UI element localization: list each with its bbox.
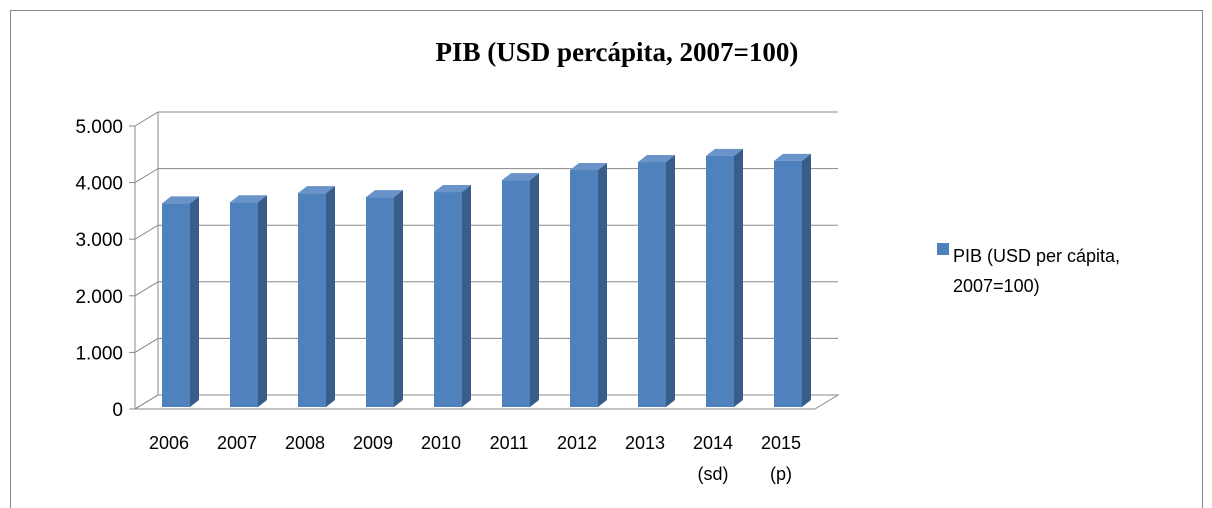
grid-line (134, 111, 838, 127)
bar-side (394, 190, 403, 407)
bar (774, 160, 802, 407)
bar-side (326, 186, 335, 407)
bar-side (530, 173, 539, 407)
grid-line (134, 168, 838, 184)
chart-border (10, 10, 1203, 508)
bar-side (598, 162, 607, 407)
x-tick-label: 2007 (216, 433, 258, 453)
bar (570, 169, 598, 407)
bar (366, 197, 394, 407)
x-tick-label: 2006 (148, 433, 190, 453)
bar (162, 203, 190, 407)
bar-top (434, 185, 471, 193)
y-tick-label: 3.000 (75, 230, 123, 251)
bar-side (258, 195, 267, 407)
bar-top (366, 190, 403, 198)
bar (638, 162, 666, 407)
x-tick-label: 2008 (284, 433, 326, 453)
y-tick-label: 2.000 (75, 287, 123, 308)
bar-top (638, 155, 675, 163)
x-tick-label: 2013 (624, 433, 666, 453)
bar-side (802, 153, 811, 407)
bar-top (230, 195, 267, 203)
bar (298, 193, 326, 407)
y-tick-label: 1.000 (75, 343, 123, 364)
bar (434, 192, 462, 407)
x-tick-label: 2011 (489, 433, 529, 453)
bar-side (734, 148, 743, 407)
x-tick-label: 2012 (556, 433, 598, 453)
bar-side (190, 196, 199, 407)
y-tick-label: 4.000 (75, 174, 123, 195)
grid-line (134, 394, 838, 410)
bar-top (502, 173, 539, 181)
bar-top (706, 148, 743, 156)
x-tick-label: 2009 (352, 433, 394, 453)
legend-label: PIB (USD per cápita, 2007=100) (953, 246, 1121, 296)
x-tick-label: 2010 (420, 433, 462, 453)
bar (502, 180, 530, 407)
grid-line (134, 281, 838, 297)
y-tick-label: 0 (112, 400, 123, 421)
bar-side (462, 185, 471, 407)
grid-line (134, 337, 838, 353)
bar (230, 202, 258, 407)
bar-top (162, 196, 199, 204)
y-tick-label: 5.000 (75, 117, 123, 138)
grid-line (134, 224, 838, 240)
chart-title: PIB (USD percápita, 2007=100) (436, 37, 799, 67)
bar-top (570, 162, 607, 170)
legend-swatch (937, 243, 949, 255)
bar-top (298, 186, 335, 194)
x-tick-label: 2015 (p) (760, 433, 802, 484)
x-tick-label: 2014 (sd) (692, 433, 734, 484)
bar (706, 155, 734, 407)
bar-side (666, 155, 675, 407)
bar-top (774, 153, 811, 161)
